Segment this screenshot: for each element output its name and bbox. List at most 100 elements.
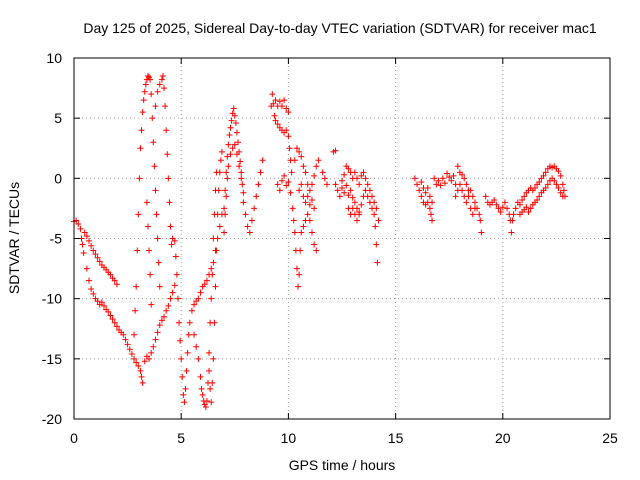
- data-point: [198, 385, 205, 392]
- data-point: [165, 302, 172, 309]
- data-point: [285, 178, 292, 185]
- data-point: [154, 329, 161, 336]
- data-point: [124, 341, 131, 348]
- data-point: [173, 271, 180, 278]
- data-point: [439, 175, 446, 182]
- data-point: [495, 205, 502, 212]
- data-point: [237, 158, 244, 165]
- data-point: [288, 169, 295, 176]
- data-point: [147, 76, 154, 83]
- data-point: [208, 399, 215, 406]
- data-point: [560, 187, 567, 194]
- data-point: [418, 178, 425, 185]
- data-point: [164, 151, 171, 158]
- data-point: [242, 211, 249, 218]
- data-point: [534, 196, 541, 203]
- data-point: [90, 247, 97, 254]
- data-point: [128, 351, 135, 358]
- data-point: [508, 229, 515, 236]
- data-point: [131, 355, 138, 362]
- data-point: [137, 367, 144, 374]
- data-point: [555, 168, 562, 175]
- data-point: [424, 184, 431, 191]
- data-point: [186, 319, 193, 326]
- data-point: [120, 331, 127, 338]
- data-point: [210, 259, 217, 266]
- data-point: [306, 217, 313, 224]
- data-point: [137, 145, 144, 152]
- data-point: [244, 223, 251, 230]
- data-point: [283, 182, 290, 189]
- data-point: [276, 98, 283, 105]
- data-point: [525, 209, 532, 216]
- data-point: [272, 97, 279, 104]
- data-point: [154, 235, 161, 242]
- data-point: [233, 129, 240, 136]
- data-point: [154, 88, 161, 95]
- data-point: [354, 217, 361, 224]
- data-point: [323, 181, 330, 188]
- data-point: [362, 175, 369, 182]
- data-point: [341, 189, 348, 196]
- data-point: [471, 199, 478, 206]
- data-point: [297, 247, 304, 254]
- data-point: [158, 76, 165, 83]
- data-point: [512, 205, 519, 212]
- data-point: [351, 199, 358, 206]
- data-point: [304, 211, 311, 218]
- data-point: [369, 193, 376, 200]
- data-point: [163, 127, 170, 134]
- data-point: [259, 157, 266, 164]
- chart-title: Day 125 of 2025, Sidereal Day-to-day VTE…: [83, 20, 596, 36]
- data-point: [180, 391, 187, 398]
- data-point: [169, 289, 176, 296]
- data-point: [246, 229, 253, 236]
- data-point: [221, 205, 228, 212]
- data-point: [306, 201, 313, 208]
- data-point: [232, 119, 239, 126]
- data-point: [212, 187, 219, 194]
- data-point: [559, 181, 566, 188]
- data-point: [167, 223, 174, 230]
- data-point: [136, 175, 143, 182]
- data-point: [210, 355, 217, 362]
- data-point: [86, 277, 93, 284]
- data-point: [499, 204, 506, 211]
- data-point: [77, 225, 84, 232]
- data-point: [510, 211, 517, 218]
- data-point: [182, 385, 189, 392]
- data-point: [191, 301, 198, 308]
- data-point: [349, 194, 356, 201]
- data-point: [469, 211, 476, 218]
- data-point: [416, 187, 423, 194]
- data-point: [144, 73, 151, 80]
- data-point: [283, 127, 290, 134]
- data-point: [240, 189, 247, 196]
- data-point: [229, 145, 236, 152]
- data-point: [207, 385, 214, 392]
- y-tick-label: -15: [42, 351, 62, 367]
- data-point: [356, 209, 363, 216]
- data-point: [161, 85, 168, 92]
- data-point: [463, 181, 470, 188]
- data-point: [557, 172, 564, 179]
- data-point: [274, 121, 281, 128]
- data-point: [212, 283, 219, 290]
- data-point: [414, 181, 421, 188]
- data-point: [371, 199, 378, 206]
- data-point: [302, 199, 309, 206]
- data-point: [223, 169, 230, 176]
- x-tick-label: 10: [281, 430, 297, 446]
- x-tick-label: 25: [602, 430, 618, 446]
- data-point: [437, 182, 444, 189]
- data-point: [86, 237, 93, 244]
- data-point: [139, 379, 146, 386]
- data-point: [444, 170, 451, 177]
- data-point: [308, 181, 315, 188]
- data-point: [531, 184, 538, 191]
- data-point: [345, 192, 352, 199]
- data-point: [418, 193, 425, 200]
- data-point: [224, 175, 231, 182]
- data-point: [203, 277, 210, 284]
- data-point: [162, 103, 169, 110]
